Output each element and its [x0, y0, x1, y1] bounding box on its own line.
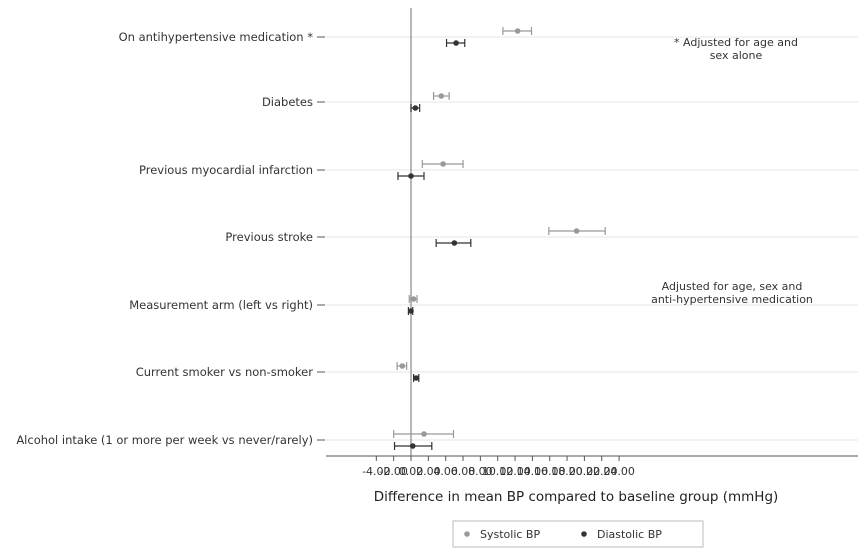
x-tick-label: 22.00	[586, 465, 618, 478]
category-label: Previous stroke	[225, 230, 313, 244]
diastolic-estimate	[445, 39, 466, 47]
annotation-line: sex alone	[710, 49, 763, 62]
legend-box	[452, 520, 704, 548]
x-axis-label: Difference in mean BP compared to baseli…	[374, 489, 779, 505]
systolic-estimate	[421, 160, 464, 168]
systolic-estimate	[502, 27, 533, 35]
point-estimate	[408, 308, 414, 314]
x-tick-label: 20.00	[569, 465, 601, 478]
annotation-line: anti-hypertensive medication	[651, 293, 813, 306]
point-estimate	[440, 161, 446, 167]
x-tick-label: 0.00	[399, 465, 424, 478]
systolic-estimate	[548, 227, 606, 235]
category-label: Measurement arm (left vs right)	[129, 298, 313, 312]
diastolic-estimate	[393, 442, 433, 450]
annotation-line: * Adjusted for age and	[674, 36, 798, 49]
x-tick-label: -2.00	[379, 465, 407, 478]
x-tick-label: 18.00	[551, 465, 583, 478]
diastolic-estimate	[407, 307, 414, 315]
point-estimate	[453, 40, 459, 46]
systolic-estimate	[393, 430, 455, 438]
point-estimate	[409, 443, 416, 449]
diastolic-estimate	[413, 374, 420, 382]
category-label: On antihypertensive medication *	[119, 30, 314, 44]
legend-marker	[581, 531, 587, 537]
gridlines	[326, 36, 858, 441]
systolic-estimate	[408, 295, 418, 303]
annotation: Adjusted for age, sex and anti-hypertensi…	[651, 280, 813, 306]
legend-marker	[464, 531, 470, 537]
x-tick-label: 6.00	[451, 465, 476, 478]
category-label: Diabetes	[262, 95, 313, 109]
x-tick-label: 2.00	[416, 465, 441, 478]
category-label: Previous myocardial infarction	[139, 163, 313, 177]
diastolic-estimate	[397, 172, 425, 180]
systolic-estimate	[432, 92, 450, 100]
category-label: Current smoker vs non-smoker	[136, 365, 314, 379]
point-estimate	[438, 93, 445, 99]
annotation: * Adjusted for age and sex alone	[674, 36, 798, 62]
legend-label: Diastolic BP	[597, 528, 662, 541]
point-estimate	[413, 375, 420, 381]
annotations: * Adjusted for age and sex alone Adjusted …	[651, 36, 813, 306]
point-estimate	[421, 431, 427, 437]
x-tick-label: 16.00	[534, 465, 566, 478]
data-marks	[393, 27, 606, 450]
point-estimate	[410, 296, 417, 302]
x-tick-label: -4.00	[362, 465, 390, 478]
annotation-line: Adjusted for age, sex and	[662, 280, 803, 293]
legend: Systolic BP Diastolic BP	[452, 520, 704, 548]
x-tick-label: 24.00	[603, 465, 635, 478]
diastolic-estimate	[410, 104, 421, 112]
point-estimate	[573, 228, 580, 234]
point-estimate	[408, 173, 414, 179]
point-estimate	[451, 240, 458, 246]
category-labels: On antihypertensive medication * Diabetes…	[16, 30, 325, 447]
x-axis: -4.00-2.000.002.004.006.008.0010.0012.00…	[326, 455, 858, 478]
systolic-estimate	[396, 362, 408, 370]
x-tick-label: 8.00	[468, 465, 493, 478]
x-tick-label: 12.00	[499, 465, 531, 478]
x-tick-label: 14.00	[517, 465, 549, 478]
point-estimate	[412, 105, 419, 111]
point-estimate	[399, 363, 406, 369]
x-tick-label: 4.00	[433, 465, 458, 478]
diastolic-estimate	[435, 239, 472, 247]
category-label: Alcohol intake (1 or more per week vs ne…	[16, 433, 313, 447]
point-estimate	[514, 28, 521, 34]
x-tick-label: 10.00	[482, 465, 514, 478]
legend-label: Systolic BP	[480, 528, 540, 541]
